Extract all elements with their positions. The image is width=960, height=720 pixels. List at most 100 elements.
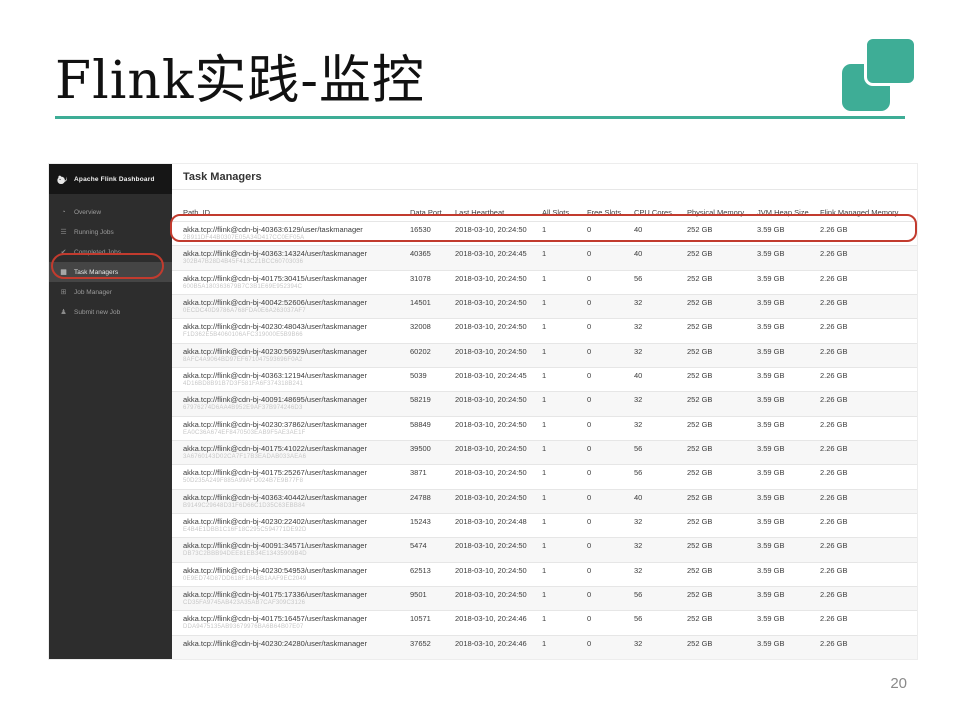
sidebar-item-label: Overview — [74, 208, 102, 216]
cell-last-heartbeat: 2018-03-10, 20:24:46 — [455, 638, 527, 648]
cell-free-slots: 0 — [587, 589, 592, 599]
taskmanager-row[interactable]: akka.tcp://flink@cdn-bj-40230:56929/user… — [172, 342, 917, 367]
taskmanager-row[interactable]: akka.tcp://flink@cdn-bj-40230:54953/user… — [172, 561, 917, 586]
cell-data-port: 32008 — [410, 322, 431, 332]
cell-last-heartbeat: 2018-03-10, 20:24:50 — [455, 346, 527, 356]
taskmanager-row[interactable]: akka.tcp://flink@cdn-bj-40091:48695/user… — [172, 391, 917, 416]
cell-all-slots: 1 — [542, 638, 547, 648]
taskmanager-path[interactable]: akka.tcp://flink@cdn-bj-40042:52606/user… — [183, 297, 367, 307]
taskmanager-row[interactable]: akka.tcp://flink@cdn-bj-40175:30415/user… — [172, 269, 917, 294]
taskmanager-path[interactable]: akka.tcp://flink@cdn-bj-40363:6129/user/… — [183, 224, 363, 234]
cell-all-slots: 1 — [542, 516, 547, 526]
sidebar-item-overview[interactable]: ◔ Overview — [49, 202, 172, 222]
taskmanager-path[interactable]: akka.tcp://flink@cdn-bj-40091:48695/user… — [183, 395, 367, 405]
cell-free-slots: 0 — [587, 516, 592, 526]
cell-last-heartbeat: 2018-03-10, 20:24:50 — [455, 541, 527, 551]
cell-free-slots: 0 — [587, 249, 592, 259]
grid-icon: ⊞ — [60, 289, 67, 296]
page-title: Task Managers — [172, 164, 917, 191]
taskmanager-path[interactable]: akka.tcp://flink@cdn-bj-40230:22402/user… — [183, 516, 367, 526]
cell-flink-managed-memory: 2.26 GB — [820, 589, 848, 599]
cell-last-heartbeat: 2018-03-10, 20:24:50 — [455, 224, 527, 234]
cell-data-port: 9501 — [410, 589, 427, 599]
cell-all-slots: 1 — [542, 224, 547, 234]
cell-last-heartbeat: 2018-03-10, 20:24:50 — [455, 468, 527, 478]
column-header-last-heartbeat: Last Heartbeat — [455, 207, 505, 217]
cell-cpu-cores: 32 — [634, 322, 643, 332]
taskmanager-path[interactable]: akka.tcp://flink@cdn-bj-40230:37862/user… — [183, 419, 367, 429]
column-header-path-id: Path, ID — [183, 207, 211, 217]
cell-jvm-heap-size: 3.59 GB — [757, 443, 785, 453]
taskmanager-id: 4D16BD8B91B7D3F581FA6F374318B241 — [183, 380, 304, 387]
cell-all-slots: 1 — [542, 443, 547, 453]
cell-data-port: 40365 — [410, 249, 431, 259]
taskmanager-path[interactable]: akka.tcp://flink@cdn-bj-40175:17336/user… — [183, 589, 367, 599]
cell-cpu-cores: 32 — [634, 541, 643, 551]
taskmanager-path[interactable]: akka.tcp://flink@cdn-bj-40175:25267/user… — [183, 468, 367, 478]
cell-all-slots: 1 — [542, 297, 547, 307]
cell-data-port: 10571 — [410, 614, 431, 624]
taskmanager-row[interactable]: akka.tcp://flink@cdn-bj-40363:14324/user… — [172, 245, 917, 270]
taskmanager-path[interactable]: akka.tcp://flink@cdn-bj-40230:24280/user… — [183, 638, 367, 648]
taskmanager-row[interactable]: akka.tcp://flink@cdn-bj-40175:41022/user… — [172, 439, 917, 465]
taskmanager-path[interactable]: akka.tcp://flink@cdn-bj-40230:48043/user… — [183, 322, 367, 332]
column-header-jvm-heap-size: JVM Heap Size — [757, 207, 809, 217]
taskmanager-path[interactable]: akka.tcp://flink@cdn-bj-40175:41022/user… — [183, 443, 367, 453]
taskmanager-id: B9149C29648D31F6D66C1D35C63EBB84 — [183, 502, 306, 509]
cell-flink-managed-memory: 2.26 GB — [820, 297, 848, 307]
taskmanager-path[interactable]: akka.tcp://flink@cdn-bj-40363:14324/user… — [183, 249, 367, 259]
check-circle-icon: ✔ — [60, 249, 67, 256]
cell-last-heartbeat: 2018-03-10, 20:24:50 — [455, 589, 527, 599]
sidebar-item-submit-new-job[interactable]: ♟ Submit new Job — [49, 302, 172, 322]
taskmanager-row[interactable]: akka.tcp://flink@cdn-bj-40230:22402/user… — [172, 512, 917, 537]
taskmanager-row[interactable]: akka.tcp://flink@cdn-bj-40230:37862/user… — [172, 415, 917, 440]
taskmanager-path[interactable]: akka.tcp://flink@cdn-bj-40363:12194/user… — [183, 370, 367, 380]
cell-jvm-heap-size: 3.59 GB — [757, 541, 785, 551]
taskmanager-id: 0E9ED74D87DD618F184BB1AAF9EC2049 — [183, 575, 307, 582]
cell-all-slots: 1 — [542, 249, 547, 259]
flink-dashboard-screenshot: Apache Flink Dashboard ◔ Overview ☰ Running… — [48, 163, 918, 660]
cell-jvm-heap-size: 3.59 GB — [757, 565, 785, 575]
cell-cpu-cores: 56 — [634, 589, 643, 599]
taskmanager-row[interactable]: akka.tcp://flink@cdn-bj-40042:52606/user… — [172, 293, 917, 319]
taskmanager-path[interactable]: akka.tcp://flink@cdn-bj-40363:40442/user… — [183, 492, 367, 502]
cell-last-heartbeat: 2018-03-10, 20:24:50 — [455, 492, 527, 502]
sidebar-item-job-manager[interactable]: ⊞ Job Manager — [49, 282, 172, 302]
main-panel: Task Managers Path, ID Data Port Last Hear… — [172, 164, 917, 659]
cell-free-slots: 0 — [587, 224, 592, 234]
taskmanager-row[interactable]: akka.tcp://flink@cdn-bj-40230:48043/user… — [172, 318, 917, 342]
taskmanager-row[interactable]: akka.tcp://flink@cdn-bj-40175:17336/user… — [172, 585, 917, 611]
cell-free-slots: 0 — [587, 565, 592, 575]
cell-all-slots: 1 — [542, 346, 547, 356]
sidebar-item-task-managers[interactable]: ▦ Task Managers — [49, 262, 172, 282]
column-header-free-slots: Free Slots — [587, 207, 622, 217]
taskmanager-path[interactable]: akka.tcp://flink@cdn-bj-40091:34571/user… — [183, 541, 367, 551]
cell-jvm-heap-size: 3.59 GB — [757, 589, 785, 599]
taskmanager-path[interactable]: akka.tcp://flink@cdn-bj-40175:16457/user… — [183, 614, 367, 624]
taskmanager-row[interactable]: akka.tcp://flink@cdn-bj-40363:6129/user/… — [172, 220, 917, 245]
cell-jvm-heap-size: 3.59 GB — [757, 638, 785, 648]
cell-data-port: 31078 — [410, 273, 431, 283]
brand-title: Apache Flink Dashboard — [74, 175, 155, 183]
taskmanager-path[interactable]: akka.tcp://flink@cdn-bj-40230:56929/user… — [183, 346, 367, 356]
taskmanager-row[interactable]: akka.tcp://flink@cdn-bj-40091:34571/user… — [172, 537, 917, 562]
cell-jvm-heap-size: 3.59 GB — [757, 614, 785, 624]
taskmanager-row[interactable]: akka.tcp://flink@cdn-bj-40175:16457/user… — [172, 610, 917, 634]
column-header-physical-memory: Physical Memory — [687, 207, 745, 217]
cell-all-slots: 1 — [542, 565, 547, 575]
sidebar-item-completed-jobs[interactable]: ✔ Completed Jobs — [49, 242, 172, 262]
brand[interactable]: Apache Flink Dashboard — [49, 164, 172, 194]
taskmanager-row[interactable]: akka.tcp://flink@cdn-bj-40363:12194/user… — [172, 366, 917, 391]
taskmanager-path[interactable]: akka.tcp://flink@cdn-bj-40230:54953/user… — [183, 565, 367, 575]
cell-last-heartbeat: 2018-03-10, 20:24:50 — [455, 419, 527, 429]
cell-flink-managed-memory: 2.26 GB — [820, 419, 848, 429]
cell-flink-managed-memory: 2.26 GB — [820, 565, 848, 575]
taskmanager-path[interactable]: akka.tcp://flink@cdn-bj-40175:30415/user… — [183, 273, 367, 283]
taskmanager-row[interactable]: akka.tcp://flink@cdn-bj-40363:40442/user… — [172, 488, 917, 513]
sidebar-item-running-jobs[interactable]: ☰ Running Jobs — [49, 222, 172, 242]
sidebar: Apache Flink Dashboard ◔ Overview ☰ Running… — [49, 164, 172, 659]
taskmanager-row[interactable]: akka.tcp://flink@cdn-bj-40175:25267/user… — [172, 464, 917, 488]
cell-free-slots: 0 — [587, 492, 592, 502]
taskmanager-row[interactable]: akka.tcp://flink@cdn-bj-40230:24280/user… — [172, 634, 917, 659]
cell-free-slots: 0 — [587, 419, 592, 429]
